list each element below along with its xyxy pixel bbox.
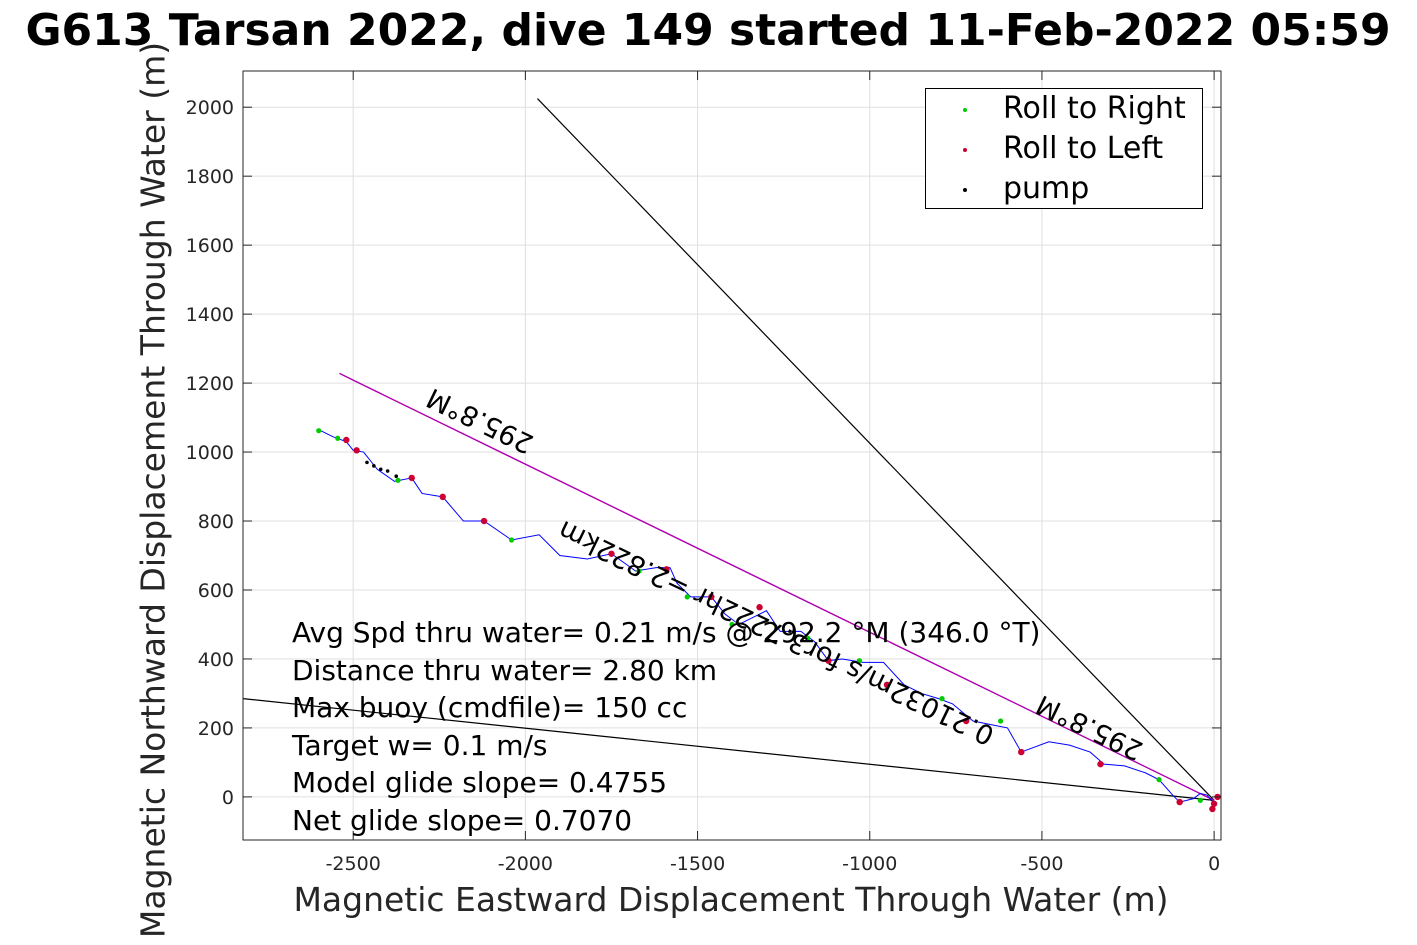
roll-right-point [805,635,811,641]
reference-line [242,698,1215,801]
pump-point [394,474,399,478]
roll-right-point [684,594,690,600]
x-tick-label: -2500 [326,853,381,875]
x-tick-label: -1500 [670,853,725,875]
legend-item-roll-right: Roll to Right [926,89,1202,129]
y-tick-label: 800 [198,511,234,533]
x-axis-label: Magnetic Eastward Displacement Through W… [293,880,1169,919]
roll-right-point [856,658,863,664]
stats-line-target-w: Target w= 0.1 m/s [292,728,548,762]
roll-left-point [408,474,415,482]
y-tick-label: 0 [222,787,234,809]
roll-left-point [439,493,446,501]
roll-left-point [962,717,970,725]
roll-left-point [1018,748,1025,756]
pump-marker-icon [963,188,967,192]
y-tick-label: 600 [198,580,234,602]
legend-item-roll-left: Roll to Left [926,129,1202,169]
y-tick-label: 1400 [186,304,234,326]
roll-left-point [756,604,763,611]
roll-right-point [729,621,735,628]
roll-right-marker-icon [963,108,967,112]
roll-right-point [998,718,1004,724]
y-tick-label: 400 [198,649,234,671]
legend-item-pump: pump [926,169,1202,209]
stats-line-avg-speed: Avg Spd thru water= 0.21 m/s @ 292.2 °M … [292,616,1041,649]
legend: Roll to Right Roll to Left pump [925,88,1203,209]
stats-line-model-glide: Model glide slope= 0.4755 [292,766,668,800]
tick-layer: -2500 -2000 -1500 -1000 -500 0 0 200 400 600 800 10… [186,71,1221,875]
roll-left-point [1210,800,1218,807]
x-tick-label: -2000 [498,853,553,875]
legend-label-roll-right: Roll to Right [1003,91,1186,126]
pump-point [372,464,376,468]
x-tick-label: -1000 [842,853,897,875]
roll-right-point [316,428,322,434]
stats-line-max-buoy: Max buoy (cmdfile)= 150 cc [292,691,688,725]
plot-frame [242,70,1222,841]
roll-left-point [480,517,488,525]
legend-label-roll-left: Roll to Left [1003,131,1164,166]
roll-left-point [1176,798,1183,806]
roll-left-point [1097,760,1104,768]
stats-text-block: Avg Spd thru water= 0.21 m/s @ 292.2 °M … [292,614,1040,840]
roll-right-point [1156,777,1162,783]
y-tick-label: 1800 [186,166,234,188]
roll-left-point [708,593,715,601]
pump-point [385,469,390,473]
heading-line [339,372,1215,801]
roll-left-point [825,657,832,664]
y-axis-label: Magnetic Northward Displacement Through … [133,41,173,939]
heading-annotation: 295.8°M [1032,688,1148,766]
reference-line [537,98,1215,801]
legend-label-pump: pump [1003,171,1090,206]
roll-right-point [335,435,341,441]
roll-right-point [939,696,945,702]
grid-layer [243,71,1221,840]
roll-left-marker-icon [963,148,967,152]
heading-annotation: 295.8°M [422,381,538,459]
y-tick-label: 2000 [186,97,234,119]
pump-point [365,460,369,465]
chart-title: G613 Tarsan 2022, dive 149 started 11-Fe… [25,5,1391,56]
roll-right-point [509,537,515,543]
roll-left-point [663,566,670,573]
pump-point [378,467,383,472]
y-tick-label: 1000 [186,442,234,464]
stats-line-distance: Distance thru water= 2.80 km [292,653,718,687]
roll-right-point [395,477,401,483]
roll-left-point [608,550,615,557]
y-tick-label: 1200 [186,373,234,395]
roll-left-point [1209,805,1216,813]
roll-right-point [636,568,642,574]
y-tick-label: 200 [198,718,234,740]
y-tick-label: 1600 [186,235,234,257]
roll-left-point [353,447,360,454]
roll-right-point [1197,797,1203,803]
x-tick-label: -500 [1020,853,1063,875]
roll-left-point [883,681,891,689]
x-tick-label: 0 [1208,853,1220,875]
stats-line-net-glide: Net glide slope= 0.7070 [292,803,633,837]
roll-left-point [343,436,350,444]
